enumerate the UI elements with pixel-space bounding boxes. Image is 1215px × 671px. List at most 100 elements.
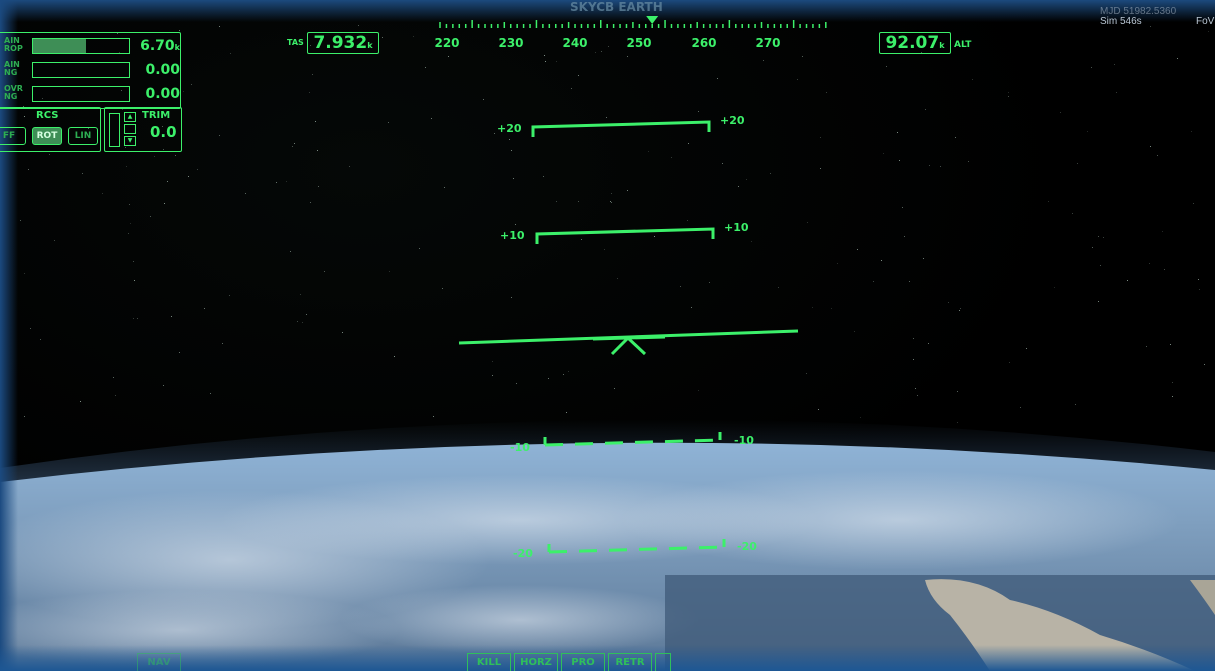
star <box>1098 301 1100 303</box>
star <box>394 356 396 358</box>
star <box>854 331 855 333</box>
star <box>902 207 904 209</box>
heading-tape <box>439 16 827 28</box>
star <box>680 285 682 287</box>
star <box>130 222 132 224</box>
rcs-lin-button[interactable]: LIN <box>68 127 98 145</box>
star <box>117 33 119 35</box>
pitch-label-minus20-left: -20 <box>513 547 533 560</box>
trim-title: TRIM <box>142 110 171 121</box>
star <box>387 122 389 124</box>
star <box>299 293 301 295</box>
star <box>626 190 628 192</box>
star <box>1102 237 1104 239</box>
star <box>162 149 164 151</box>
star <box>179 30 181 32</box>
star <box>311 73 313 75</box>
rcs-panel <box>0 107 101 152</box>
star <box>1150 25 1152 27</box>
star <box>1098 236 1100 238</box>
retro-engine-bar[interactable] <box>32 62 130 78</box>
star <box>126 166 128 168</box>
kill-rot-button[interactable]: KILL <box>467 653 511 671</box>
prograde-button[interactable]: PRO <box>561 653 605 671</box>
star <box>603 249 605 251</box>
star <box>802 55 804 57</box>
star <box>886 66 888 68</box>
main-engine-bar[interactable] <box>32 38 130 54</box>
horizon-level-button[interactable]: HORZ <box>514 653 558 671</box>
trim-down-button[interactable]: ▼ <box>124 136 136 146</box>
rcs-rot-button[interactable]: ROT <box>32 127 62 145</box>
retrograde-button[interactable]: RETR <box>608 653 652 671</box>
star <box>777 286 779 288</box>
star <box>413 36 415 37</box>
star <box>1048 201 1050 203</box>
star <box>163 202 165 204</box>
star <box>555 61 557 63</box>
star <box>690 307 692 309</box>
star <box>167 72 169 74</box>
star <box>24 115 26 117</box>
star <box>182 90 184 92</box>
trim-value: 0.0 <box>150 123 177 141</box>
star <box>113 376 115 378</box>
heading-tick-label: 270 <box>755 36 781 50</box>
star <box>209 393 211 395</box>
star <box>939 165 941 167</box>
star <box>737 185 739 187</box>
star <box>1177 58 1179 60</box>
star <box>1113 63 1115 65</box>
star <box>805 372 807 374</box>
star <box>819 137 821 139</box>
pitch-label-minus20-right: -20 <box>737 540 757 553</box>
star <box>482 98 484 100</box>
star <box>114 395 116 397</box>
heading-tick-label: 240 <box>562 36 588 50</box>
star <box>424 66 426 68</box>
star <box>87 127 89 129</box>
star <box>432 415 434 417</box>
star <box>817 409 819 411</box>
star <box>81 172 83 174</box>
star <box>514 224 516 226</box>
hover-engine-bar[interactable] <box>32 86 130 102</box>
star <box>1145 346 1147 348</box>
star <box>163 384 165 386</box>
rcs-off-button[interactable]: FF <box>0 127 26 145</box>
more-autopilot-button[interactable] <box>655 653 671 671</box>
pitch-label-minus10-right: -10 <box>734 434 754 447</box>
star <box>54 239 56 241</box>
star <box>171 316 173 318</box>
star <box>285 181 287 183</box>
sim-time-readout: Sim 546s <box>1100 16 1142 27</box>
star <box>167 181 169 183</box>
engine-panel: AIN ROP 6.70k AIN NG 0.00 OVR NG 0.00 RCS F… <box>0 32 184 152</box>
trim-up-button[interactable]: ▲ <box>124 112 136 122</box>
star <box>315 121 317 123</box>
star <box>958 310 960 312</box>
star <box>913 337 915 339</box>
star <box>228 294 230 296</box>
star <box>381 36 383 38</box>
star <box>317 149 319 151</box>
reference-title: SKYCB EARTH <box>570 0 663 14</box>
star <box>899 160 901 162</box>
trim-panel <box>104 107 182 152</box>
fov-readout: FoV <box>1196 16 1215 27</box>
rcs-title: RCS <box>36 110 59 121</box>
star <box>133 318 135 320</box>
star <box>1053 286 1055 288</box>
star <box>1007 96 1009 98</box>
star <box>245 192 247 194</box>
star <box>825 92 827 94</box>
nav-button[interactable]: NAV <box>137 653 181 671</box>
star <box>23 106 25 108</box>
star <box>881 260 883 262</box>
star <box>305 313 307 315</box>
trim-reset-button[interactable] <box>124 124 136 134</box>
star <box>310 45 312 47</box>
tas-readout: 7.932k <box>307 32 379 54</box>
star <box>1092 246 1094 248</box>
star <box>971 78 973 80</box>
